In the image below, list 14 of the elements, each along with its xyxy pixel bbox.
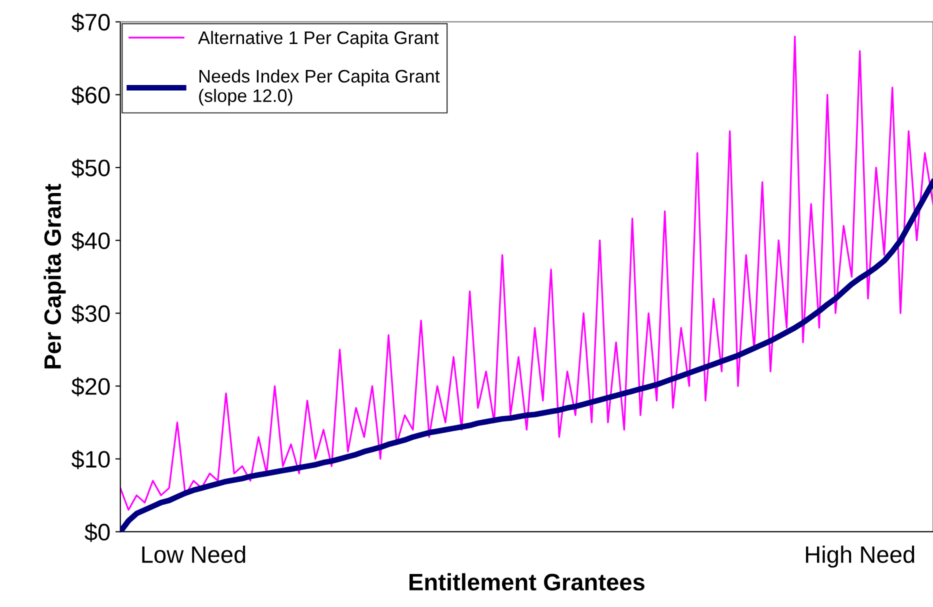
y-tick-label: $60 bbox=[72, 86, 110, 105]
y-tick-label: $40 bbox=[72, 231, 110, 251]
x-tick-label: Low Need bbox=[142, 546, 246, 563]
legend-label: Alternative 1 Per Capita Grant bbox=[198, 30, 439, 48]
y-tick-label: $70 bbox=[72, 12, 110, 32]
y-axis-title: Per Capita Grant bbox=[44, 184, 66, 368]
y-tick-label: $0 bbox=[84, 522, 110, 542]
x-tick-label: High Need bbox=[806, 546, 914, 568]
y-tick-label: $10 bbox=[72, 450, 110, 470]
y-tick-label: $30 bbox=[72, 304, 110, 324]
y-tick-label: $50 bbox=[72, 158, 110, 178]
y-tick-label: $20 bbox=[72, 377, 110, 396]
x-axis-title: Entitlement Grantees bbox=[410, 573, 644, 591]
legend-label: Needs Index Per Capita Grant (slope 12.0) bbox=[199, 69, 440, 106]
